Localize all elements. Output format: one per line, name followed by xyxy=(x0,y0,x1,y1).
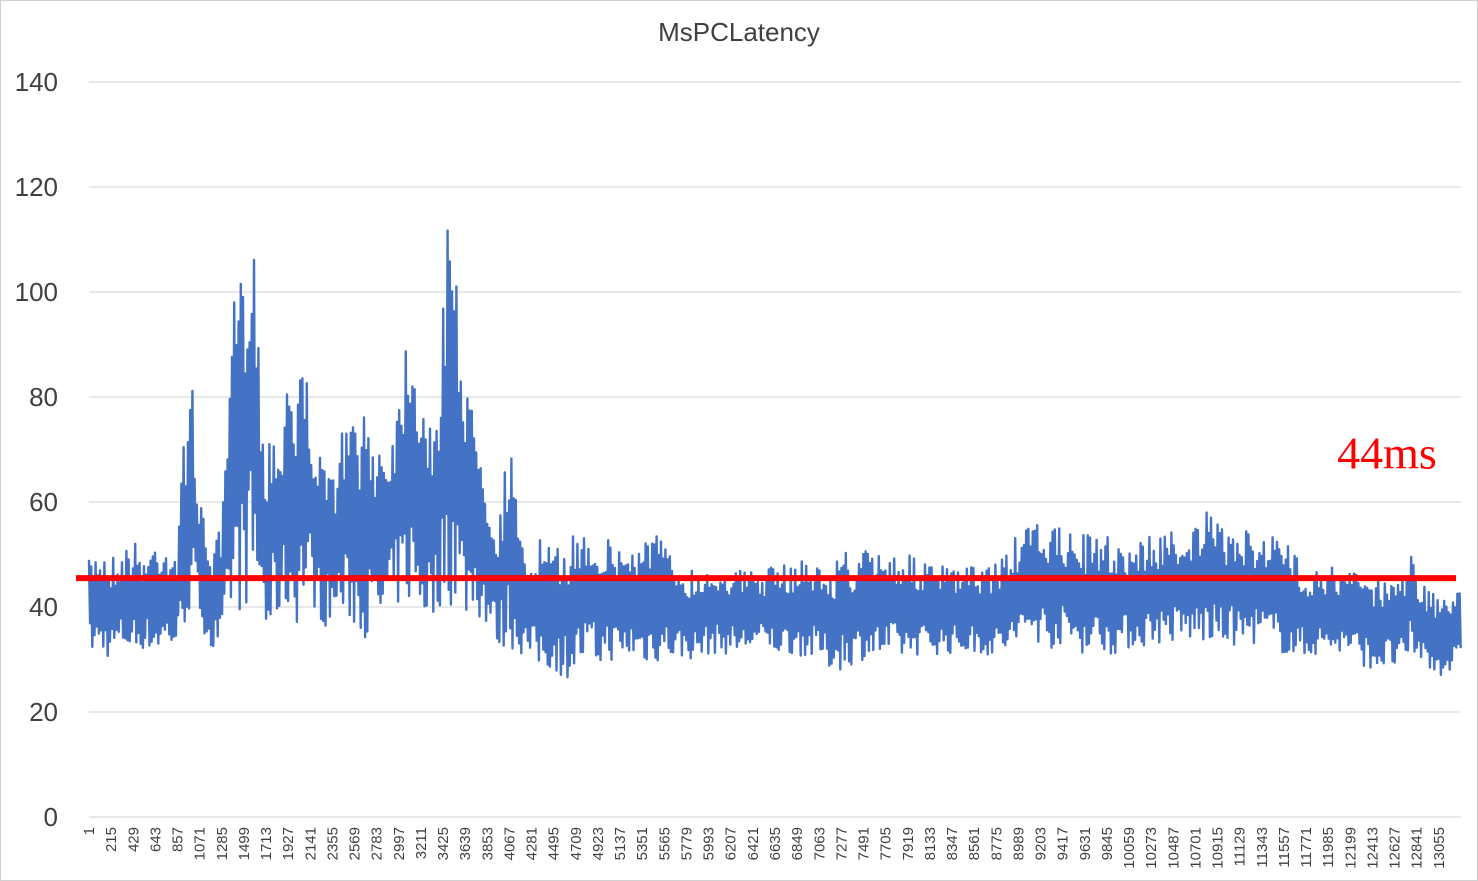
series-layer xyxy=(87,229,1462,679)
x-tick-label: 12199 xyxy=(1342,827,1359,869)
x-tick-label: 5993 xyxy=(701,827,718,860)
y-tick-label: 40 xyxy=(29,592,58,622)
x-tick-label: 4281 xyxy=(524,827,541,860)
x-tick-label: 1713 xyxy=(258,827,275,860)
x-tick-label: 7491 xyxy=(856,827,873,860)
x-tick-label: 7705 xyxy=(878,827,895,860)
x-tick-label: 5565 xyxy=(656,827,673,860)
x-tick-label: 5779 xyxy=(678,827,695,860)
x-tick-label: 12413 xyxy=(1364,827,1381,869)
x-tick-label: 2141 xyxy=(302,827,319,860)
y-tick-label: 120 xyxy=(15,172,58,202)
series-line xyxy=(87,229,1462,679)
y-axis-ticks: 0 20 40 60 80 100 120 140 xyxy=(15,67,58,832)
y-tick-label: 80 xyxy=(29,382,58,412)
x-tick-label: 7277 xyxy=(833,827,850,860)
x-tick-label: 429 xyxy=(125,827,142,852)
x-axis-ticks: 1 215 429 643 857 1071 1285 1499 1713 1927 2141 235… xyxy=(81,827,1448,869)
x-tick-label: 11343 xyxy=(1254,827,1271,868)
y-tick-label: 60 xyxy=(29,487,58,517)
x-tick-label: 8133 xyxy=(922,827,939,860)
x-tick-label: 4067 xyxy=(501,827,518,860)
x-tick-label: 857 xyxy=(170,827,187,852)
x-tick-label: 4495 xyxy=(546,827,563,860)
x-tick-label: 9845 xyxy=(1099,827,1116,860)
x-tick-label: 8775 xyxy=(988,827,1005,860)
x-tick-label: 6635 xyxy=(767,827,784,860)
x-tick-label: 4709 xyxy=(568,827,585,860)
x-tick-label: 8561 xyxy=(966,827,983,860)
x-tick-label: 3425 xyxy=(435,827,452,860)
x-tick-label: 8347 xyxy=(944,827,961,860)
y-tick-label: 0 xyxy=(44,802,58,832)
x-tick-label: 12627 xyxy=(1387,827,1404,869)
x-tick-label: 2355 xyxy=(324,827,341,860)
x-tick-label: 9631 xyxy=(1077,827,1094,860)
x-tick-label: 6421 xyxy=(745,827,762,860)
x-tick-label: 3639 xyxy=(457,827,474,860)
x-tick-label: 6849 xyxy=(789,827,806,860)
x-tick-label: 2783 xyxy=(369,827,386,860)
x-tick-label: 12841 xyxy=(1409,827,1426,869)
x-tick-label: 1285 xyxy=(214,827,231,860)
x-tick-label: 2569 xyxy=(347,827,364,860)
x-tick-label: 10701 xyxy=(1187,827,1204,869)
x-tick-label: 3211 xyxy=(413,827,430,859)
x-tick-label: 10915 xyxy=(1210,827,1227,869)
x-tick-label: 5351 xyxy=(634,827,651,860)
x-tick-label: 8989 xyxy=(1010,827,1027,860)
x-tick-label: 1927 xyxy=(280,827,297,860)
chart-title: MsPCLatency xyxy=(658,17,820,47)
y-tick-label: 140 xyxy=(15,67,58,97)
x-tick-label: 1499 xyxy=(236,827,253,860)
x-tick-label: 5137 xyxy=(612,827,629,860)
x-tick-label: 7919 xyxy=(900,827,917,860)
y-tick-label: 100 xyxy=(15,277,58,307)
x-tick-label: 2997 xyxy=(391,827,408,860)
x-tick-label: 4923 xyxy=(590,827,607,860)
x-tick-label: 10059 xyxy=(1121,827,1138,869)
x-tick-label: 215 xyxy=(103,827,120,852)
x-tick-label: 10273 xyxy=(1143,827,1160,869)
threshold-annotation: 44ms xyxy=(1337,428,1437,479)
x-tick-label: 9417 xyxy=(1055,827,1072,860)
x-tick-label: 11129 xyxy=(1232,827,1249,867)
x-tick-label: 13055 xyxy=(1431,827,1448,869)
x-tick-label: 11557 xyxy=(1276,827,1293,868)
x-tick-label: 3853 xyxy=(479,827,496,860)
y-tick-label: 20 xyxy=(29,697,58,727)
x-tick-label: 9203 xyxy=(1033,827,1050,860)
x-tick-label: 10487 xyxy=(1165,827,1182,869)
x-tick-label: 6207 xyxy=(723,827,740,860)
x-tick-label: 7063 xyxy=(811,827,828,860)
x-tick-label: 11771 xyxy=(1298,827,1315,868)
x-tick-label: 643 xyxy=(147,827,164,852)
x-tick-label: 1071 xyxy=(192,827,209,860)
x-tick-label: 11985 xyxy=(1320,827,1337,868)
x-tick-label: 1 xyxy=(81,827,98,835)
